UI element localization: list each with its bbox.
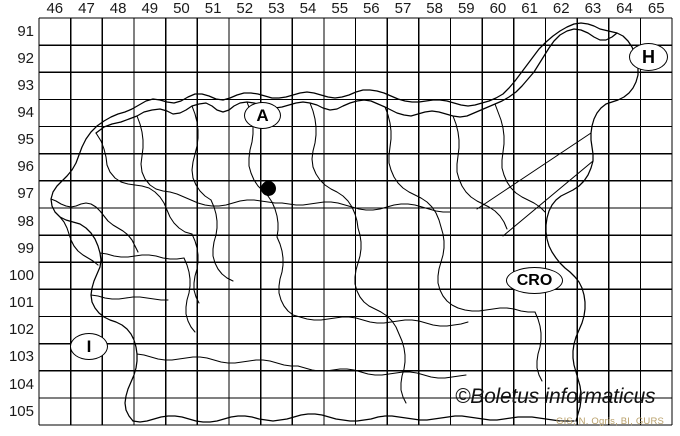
row-label: 99 bbox=[17, 240, 34, 257]
column-label: 65 bbox=[647, 0, 665, 17]
column-label: 56 bbox=[362, 0, 380, 17]
column-label: 50 bbox=[173, 0, 190, 17]
column-label: 58 bbox=[426, 0, 443, 17]
row-label: 104 bbox=[8, 376, 34, 393]
column-label: 61 bbox=[521, 0, 538, 17]
occurrence-point bbox=[260, 180, 276, 196]
row-label: 102 bbox=[8, 321, 34, 338]
country-tag-italy: I bbox=[70, 333, 108, 360]
column-label: 62 bbox=[552, 0, 570, 17]
column-label: 51 bbox=[204, 0, 222, 17]
internal-region-boundaries bbox=[90, 101, 594, 404]
row-label: 105 bbox=[8, 403, 34, 420]
column-label: 63 bbox=[584, 0, 602, 17]
row-label: 101 bbox=[8, 294, 34, 311]
coastline-detail bbox=[50, 198, 139, 266]
row-label: 97 bbox=[17, 185, 34, 202]
column-label: 52 bbox=[236, 0, 254, 17]
credit-text: GIS, N. Ogris, BI, GURS bbox=[556, 416, 665, 427]
row-label: 98 bbox=[17, 213, 34, 230]
country-tag-label: I bbox=[86, 337, 92, 356]
country-tag-label: H bbox=[642, 47, 655, 67]
row-label: 95 bbox=[17, 131, 34, 148]
row-label: 91 bbox=[17, 23, 34, 40]
column-label: 49 bbox=[141, 0, 159, 17]
column-label: 53 bbox=[268, 0, 285, 17]
column-label: 59 bbox=[457, 0, 475, 17]
column-label: 47 bbox=[78, 0, 95, 17]
column-label: 57 bbox=[394, 0, 412, 17]
column-label: 60 bbox=[489, 0, 507, 17]
column-label: 48 bbox=[109, 0, 127, 17]
copyright-text: ©Boletus informaticus bbox=[455, 385, 656, 408]
country-tag-austria: A bbox=[244, 102, 281, 129]
column-label: 46 bbox=[46, 0, 64, 17]
column-label: 64 bbox=[616, 0, 633, 17]
column-label: 55 bbox=[331, 0, 349, 17]
row-label: 100 bbox=[8, 267, 34, 284]
country-tag-label: A bbox=[256, 106, 269, 125]
slovenia-national-border bbox=[50, 22, 639, 423]
row-label: 92 bbox=[17, 50, 34, 67]
row-label: 94 bbox=[17, 104, 34, 121]
column-label: 54 bbox=[299, 0, 317, 17]
grid-lines bbox=[38, 17, 673, 426]
country-tag-hungary: H bbox=[629, 43, 668, 71]
row-label: 96 bbox=[17, 158, 34, 175]
row-label: 103 bbox=[8, 348, 34, 365]
country-tag-croatia: CRO bbox=[506, 267, 563, 294]
country-tag-label: CRO bbox=[516, 271, 553, 289]
row-label: 93 bbox=[17, 77, 34, 94]
